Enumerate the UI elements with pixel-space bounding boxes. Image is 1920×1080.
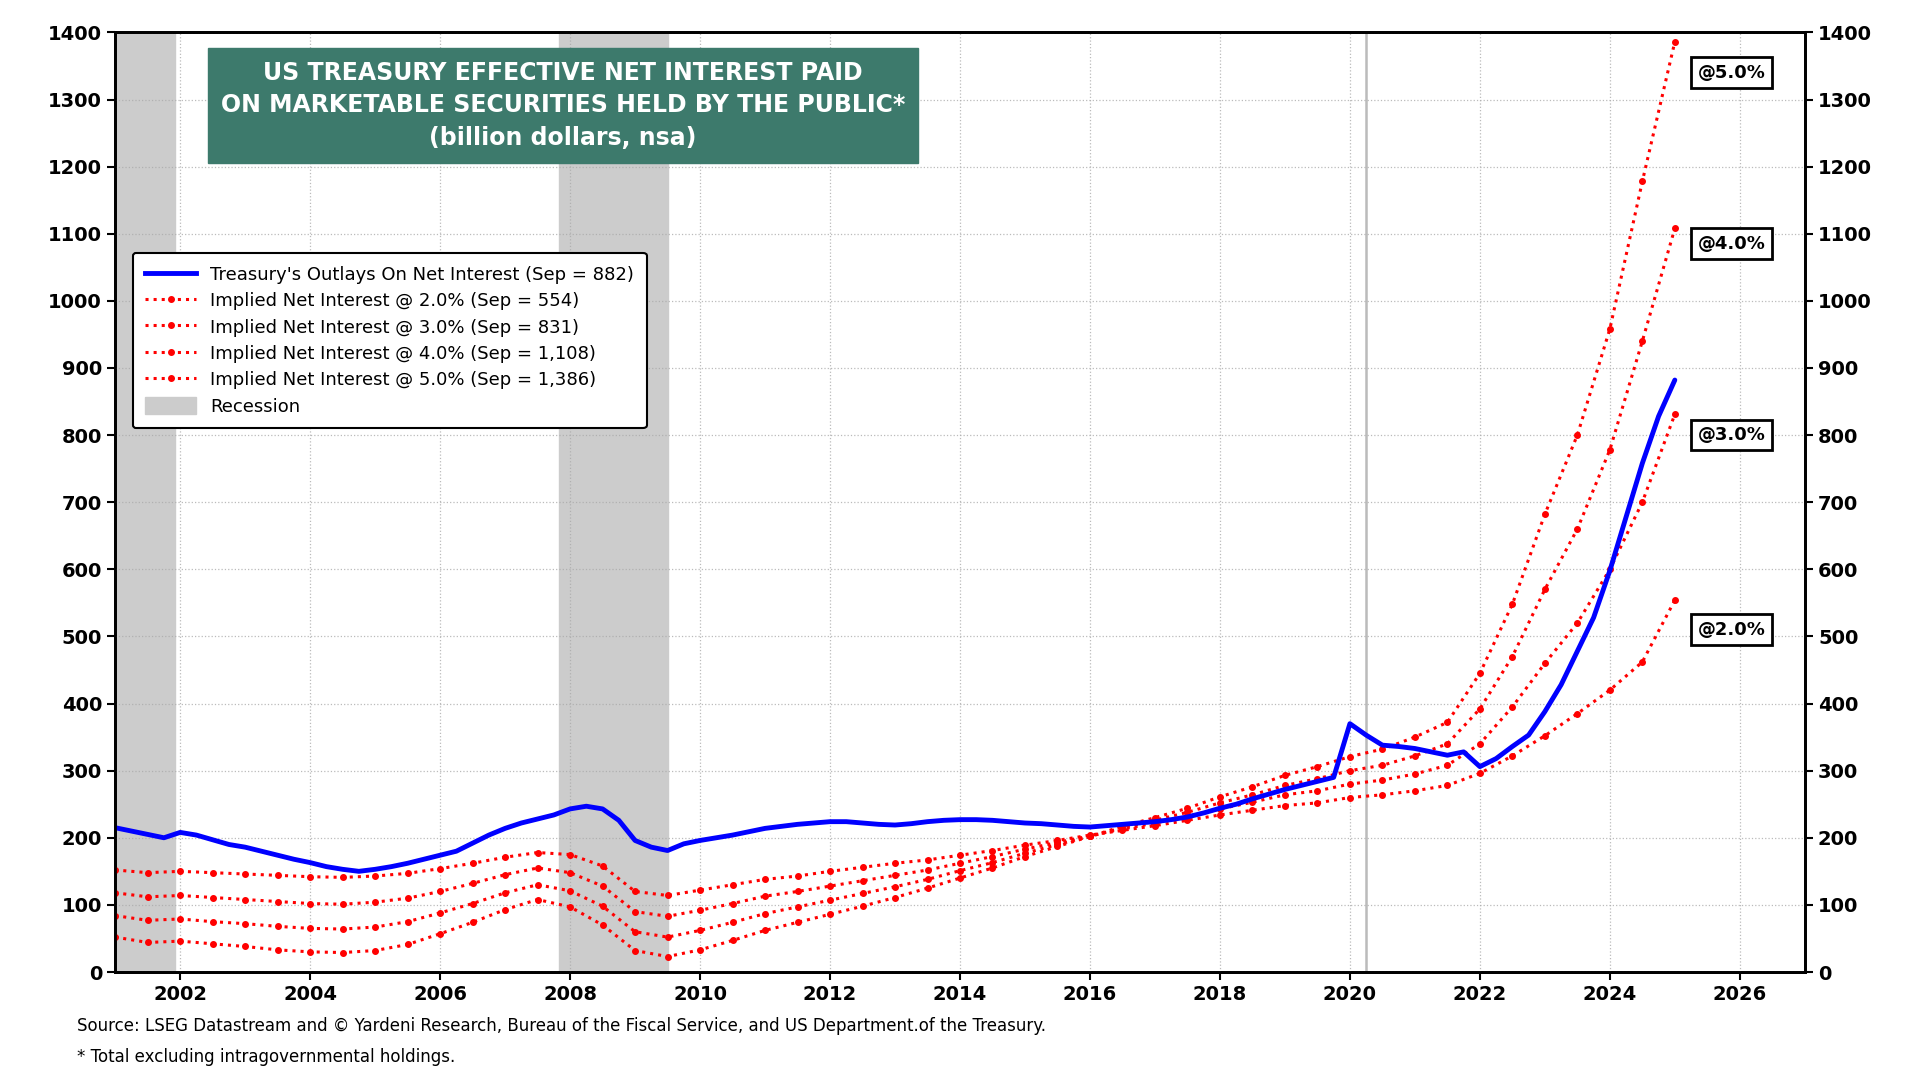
Text: @2.0%: @2.0% — [1697, 621, 1766, 638]
Text: @5.0%: @5.0% — [1697, 64, 1766, 82]
Bar — [559, 32, 668, 972]
Text: US TREASURY EFFECTIVE NET INTEREST PAID
ON MARKETABLE SECURITIES HELD BY THE PUB: US TREASURY EFFECTIVE NET INTEREST PAID … — [221, 60, 904, 150]
Text: Source: LSEG Datastream and © Yardeni Research, Bureau of the Fiscal Service, an: Source: LSEG Datastream and © Yardeni Re… — [77, 1017, 1046, 1036]
Text: @3.0%: @3.0% — [1697, 427, 1766, 444]
Text: @4.0%: @4.0% — [1697, 234, 1766, 253]
Legend: Treasury's Outlays On Net Interest (Sep = 882), Implied Net Interest @ 2.0% (Sep: Treasury's Outlays On Net Interest (Sep … — [132, 253, 647, 429]
Bar — [115, 32, 175, 972]
Text: * Total excluding intragovernmental holdings.: * Total excluding intragovernmental hold… — [77, 1048, 455, 1066]
